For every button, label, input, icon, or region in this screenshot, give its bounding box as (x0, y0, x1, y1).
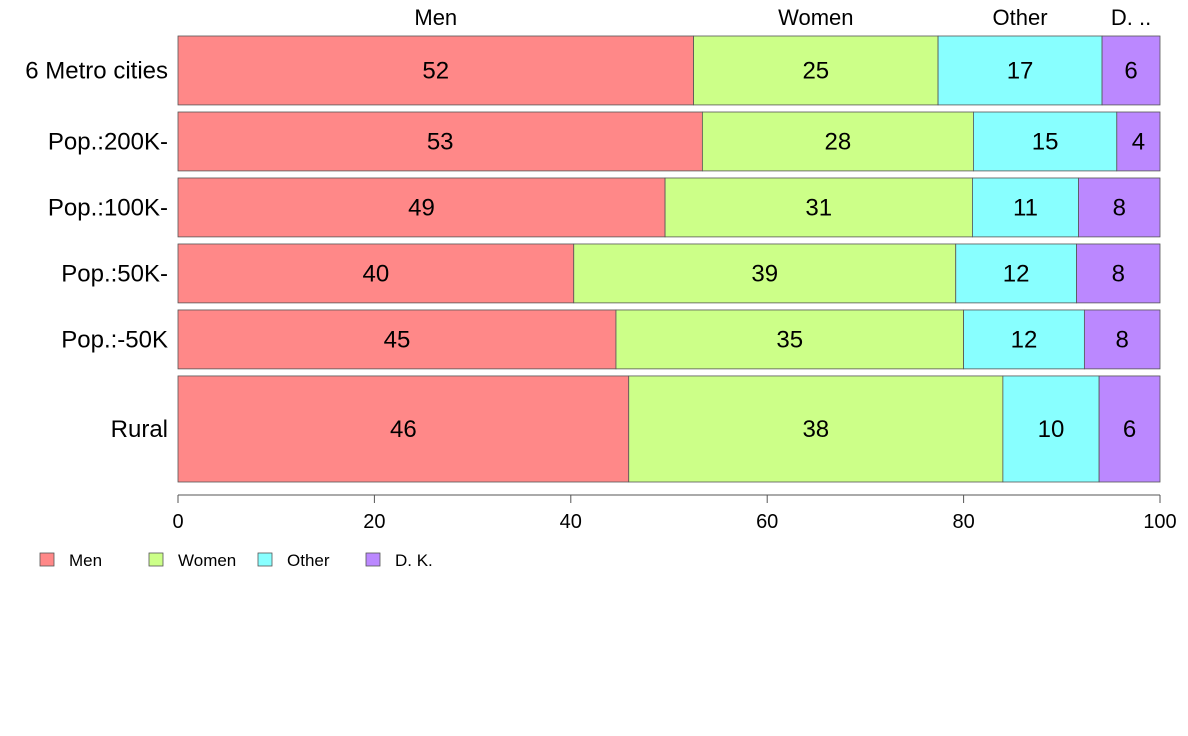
bar-segment-women-2 (664, 177, 973, 238)
x-tick-label: 20 (363, 511, 385, 533)
top-series-label: D. .. (1111, 5, 1151, 30)
x-tick-label: 80 (952, 511, 974, 533)
category-label: 6 Metro cities (25, 57, 168, 84)
data-label: 25 (802, 57, 829, 84)
bar-segment-men-2 (177, 177, 666, 238)
x-tick-label: 0 (172, 511, 183, 533)
bar-segment-d-k--4 (1083, 309, 1161, 370)
legend-swatch (365, 552, 381, 567)
bar-segment-d-k--5 (1098, 375, 1161, 483)
bar-segment-other-0 (937, 35, 1103, 106)
bar-segment-other-3 (955, 243, 1077, 304)
legend-label: Women (178, 551, 236, 570)
bar-segment-women-5 (628, 375, 1004, 483)
legend-swatch (257, 552, 273, 567)
bar-segment-other-5 (1002, 375, 1100, 483)
data-label: 15 (1032, 128, 1059, 155)
bar-segment-other-4 (963, 309, 1085, 370)
data-label: 4 (1132, 128, 1145, 155)
data-label: 8 (1113, 194, 1126, 221)
top-series-label: Women (778, 5, 853, 30)
data-label: 6 (1124, 57, 1137, 84)
bar-segment-other-1 (973, 111, 1118, 172)
bar-segment-men-3 (177, 243, 575, 304)
bar-segment-d-k--3 (1076, 243, 1161, 304)
legend-swatch (148, 552, 164, 567)
bar-segment-women-3 (573, 243, 957, 304)
bar-segment-women-0 (693, 35, 939, 106)
top-series-label: Other (993, 5, 1048, 30)
data-label: 12 (1011, 326, 1038, 353)
data-label: 52 (422, 57, 449, 84)
data-label: 8 (1116, 326, 1129, 353)
category-label: Pop.:200K- (48, 128, 168, 155)
legend-label: Men (69, 551, 102, 570)
top-series-label: Men (414, 5, 457, 30)
legend-label: D. K. (395, 551, 433, 570)
bar-segment-women-1 (701, 111, 974, 172)
bar-segment-men-4 (177, 309, 617, 370)
data-label: 12 (1003, 260, 1030, 287)
data-label: 17 (1007, 57, 1034, 84)
data-label: 49 (408, 194, 435, 221)
data-label: 31 (805, 194, 832, 221)
category-label: Pop.:-50K (61, 326, 168, 353)
bar-segment-d-k--1 (1116, 111, 1161, 172)
data-label: 28 (825, 128, 852, 155)
data-label: 45 (384, 326, 411, 353)
data-label: 35 (776, 326, 803, 353)
data-label: 53 (427, 128, 454, 155)
legend-swatch (39, 552, 55, 567)
bar-segment-men-5 (177, 375, 630, 483)
x-tick-label: 60 (756, 511, 778, 533)
data-label: 10 (1038, 416, 1065, 443)
data-label: 40 (363, 260, 390, 287)
bar-segment-d-k--2 (1078, 177, 1161, 238)
bar-segment-men-0 (177, 35, 694, 106)
bar-segment-d-k--0 (1101, 35, 1161, 106)
data-label: 38 (802, 416, 829, 443)
bar-segment-women-4 (615, 309, 964, 370)
data-label: 11 (1013, 194, 1038, 221)
data-label: 6 (1123, 416, 1136, 443)
x-tick-label: 40 (560, 511, 582, 533)
bar-segment-men-1 (177, 111, 703, 172)
data-label: 39 (751, 260, 778, 287)
category-label: Pop.:50K- (61, 260, 168, 287)
data-label: 8 (1112, 260, 1125, 287)
x-tick-label: 100 (1143, 511, 1176, 533)
category-label: Pop.:100K- (48, 194, 168, 221)
legend-label: Other (287, 551, 330, 570)
category-label: Rural (111, 416, 168, 443)
data-label: 46 (390, 416, 417, 443)
